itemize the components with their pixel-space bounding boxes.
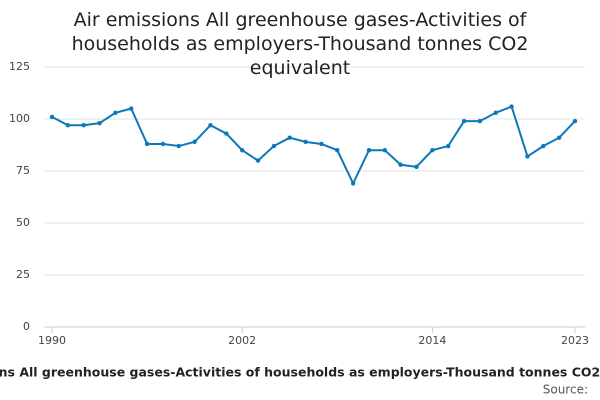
y-tick-label: 125 xyxy=(9,60,30,73)
y-tick-label: 25 xyxy=(16,268,30,281)
x-tick-label: 2002 xyxy=(228,334,256,347)
point xyxy=(208,123,213,128)
point xyxy=(398,162,403,167)
y-tick-label: 75 xyxy=(16,164,30,177)
point xyxy=(97,120,102,126)
point xyxy=(446,143,451,149)
point xyxy=(49,114,55,120)
point xyxy=(525,154,530,159)
y-tick-label: 50 xyxy=(16,216,30,229)
point xyxy=(192,139,197,145)
point xyxy=(144,141,150,147)
y-tick-label: 100 xyxy=(9,112,30,125)
point xyxy=(255,158,261,163)
point xyxy=(65,123,71,128)
point xyxy=(335,148,340,153)
line xyxy=(51,105,576,186)
source: Source: xyxy=(543,383,588,397)
point xyxy=(477,118,483,124)
point xyxy=(176,143,181,149)
y-tick-label: 0 xyxy=(23,320,30,333)
point xyxy=(239,148,245,153)
x-tick-label: 1990 xyxy=(38,334,66,347)
point xyxy=(81,123,86,128)
point xyxy=(319,141,324,147)
point xyxy=(541,143,546,149)
point xyxy=(113,110,118,115)
point xyxy=(366,148,372,153)
chart-title: Air emissions All greenhouse gases-Activ… xyxy=(71,9,529,79)
point xyxy=(271,143,277,149)
point xyxy=(350,181,356,186)
point xyxy=(461,118,467,124)
point xyxy=(224,131,229,136)
point xyxy=(414,164,419,170)
x-tick-label: 2014 xyxy=(418,334,446,347)
x-tick-label: 2023 xyxy=(561,334,589,347)
point xyxy=(287,135,292,140)
x-axis-title: Air emissions All greenhouse gases-Activ… xyxy=(0,365,600,380)
point xyxy=(556,135,562,140)
point xyxy=(382,148,388,153)
point xyxy=(129,106,134,111)
point xyxy=(509,104,514,109)
point xyxy=(303,139,308,145)
point xyxy=(572,118,578,124)
point xyxy=(493,110,498,115)
point xyxy=(430,148,435,153)
point xyxy=(160,141,166,147)
